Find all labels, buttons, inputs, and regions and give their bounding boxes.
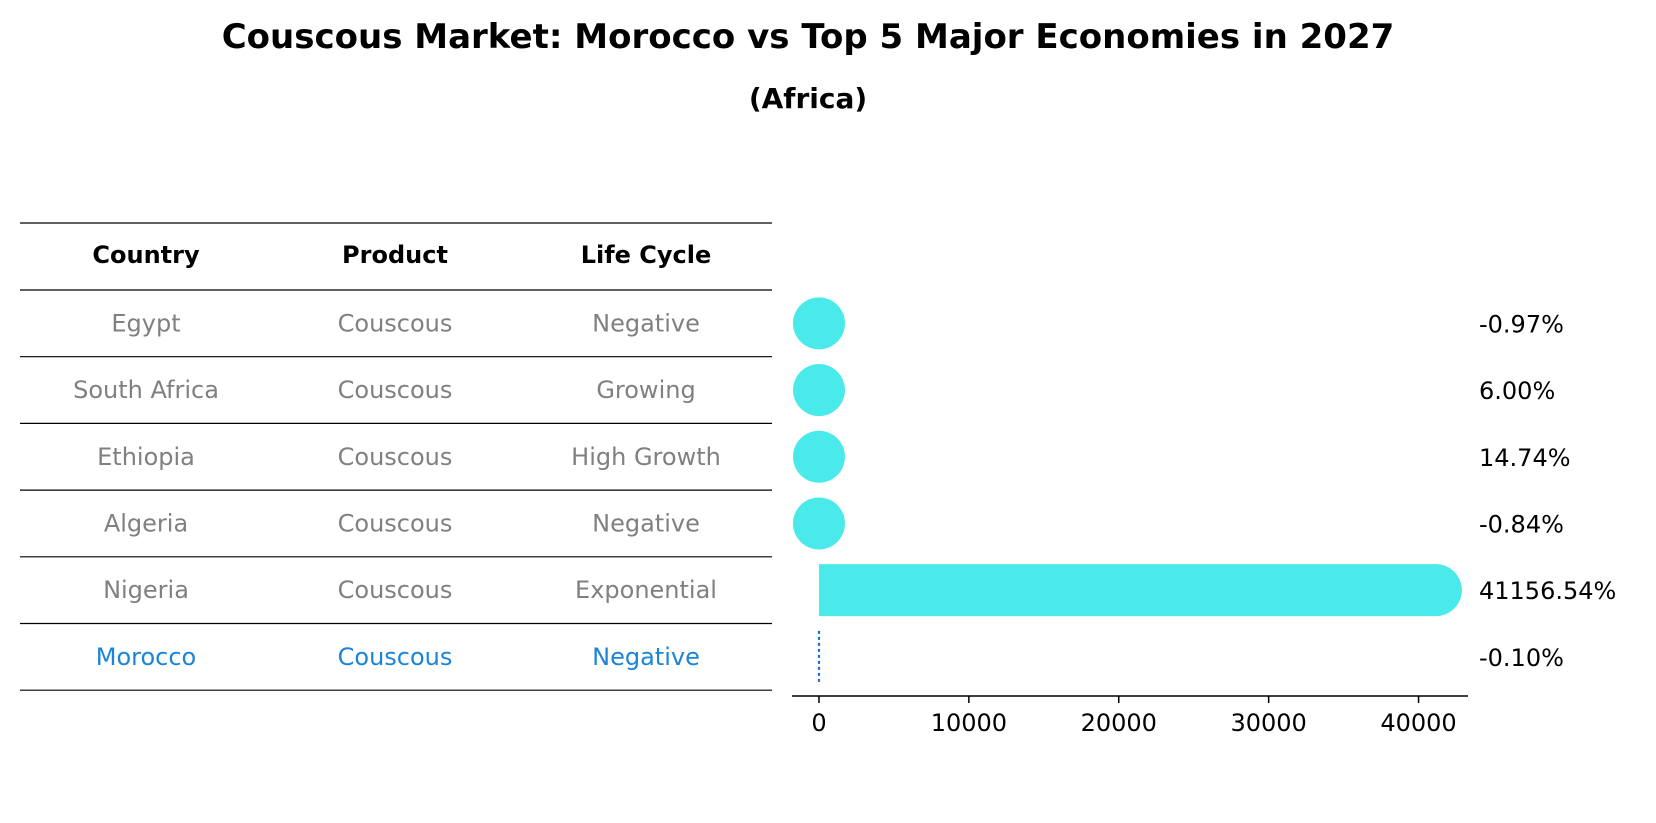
table-cell-product: Couscous	[338, 376, 453, 404]
chart-title: Couscous Market: Morocco vs Top 5 Major …	[222, 17, 1395, 57]
chart-subtitle: (Africa)	[749, 82, 867, 115]
table-cell-country: South Africa	[73, 376, 219, 404]
value-label-algeria: -0.84%	[1479, 510, 1564, 538]
table-header-life-cycle: Life Cycle	[581, 241, 712, 269]
table-cell-life-cycle: Growing	[596, 376, 695, 404]
table-header-country: Country	[92, 241, 200, 269]
x-tick-label: 20000	[1081, 709, 1157, 737]
table-cell-country: Algeria	[104, 509, 188, 537]
table-header-product: Product	[342, 241, 448, 269]
bar-nigeria	[818, 564, 1462, 617]
table-cell-country: Ethiopia	[97, 443, 195, 471]
table-cell-life-cycle: Negative	[592, 643, 700, 671]
x-tick-label: 40000	[1380, 709, 1456, 737]
x-tick-label: 30000	[1230, 709, 1306, 737]
table-cell-product: Couscous	[338, 509, 453, 537]
table-cell-product: Couscous	[338, 643, 453, 671]
table-cell-country: Nigeria	[103, 576, 189, 604]
table-cell-life-cycle: Negative	[592, 509, 700, 537]
data-table: Country Product Life Cycle Egypt Couscous…	[20, 222, 772, 691]
table-cell-life-cycle: Exponential	[575, 576, 717, 604]
bar-south-africa	[792, 364, 845, 417]
bar-nigeria-body	[818, 564, 1436, 617]
table-cell-life-cycle: High Growth	[571, 443, 721, 471]
value-label-morocco: -0.10%	[1479, 644, 1564, 672]
table-cell-product: Couscous	[338, 576, 453, 604]
value-label-egypt: -0.97%	[1479, 310, 1564, 338]
bar-ethiopia	[792, 430, 845, 483]
x-tick-label: 10000	[931, 709, 1007, 737]
value-label-ethiopia: 14.74%	[1479, 444, 1571, 472]
bar-series	[792, 297, 1462, 683]
bar-algeria	[792, 497, 845, 550]
x-tick-label: 0	[811, 709, 826, 737]
table-cell-product: Couscous	[338, 443, 453, 471]
bar-egypt	[792, 297, 845, 350]
table-cell-country: Egypt	[111, 309, 180, 337]
table-cell-product: Couscous	[338, 309, 453, 337]
x-axis: 0 10000 20000 30000 40000	[792, 695, 1468, 737]
bar-nigeria-cap	[1409, 564, 1462, 617]
value-labels: -0.97% 6.00% 14.74% -0.84% 41156.54% -0.10%	[1479, 310, 1616, 671]
value-label-nigeria: 41156.54%	[1479, 577, 1616, 605]
table-cell-life-cycle: Negative	[592, 309, 700, 337]
table-cell-country: Morocco	[96, 643, 197, 671]
value-label-south-africa: 6.00%	[1479, 377, 1555, 405]
